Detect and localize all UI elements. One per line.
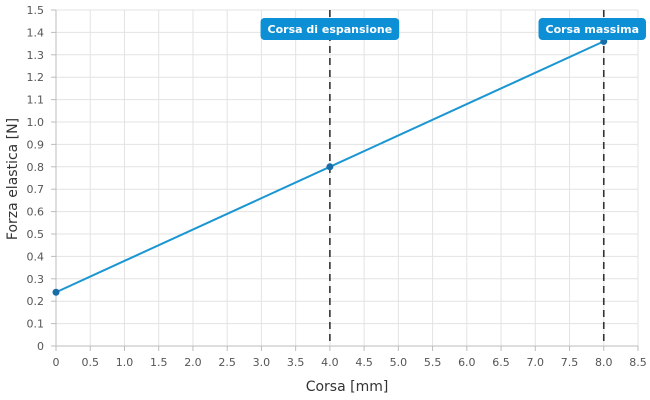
x-tick-label: 4.0 (321, 356, 339, 369)
series (52, 37, 608, 296)
y-tick-label: 0.9 (27, 138, 45, 151)
y-tick-label: 0.2 (27, 295, 45, 308)
x-tick-label: 8.0 (595, 356, 613, 369)
marker-label-text: Corsa massima (546, 23, 640, 36)
y-tick-label: 1.3 (27, 49, 45, 62)
tick-labels: 0 0.5 1.0 1.5 2.0 2.5 3.0 3.5 4.0 4.5 5.0 5.5 6.0 6.5… (27, 4, 647, 369)
x-tick-label: 1.0 (116, 356, 134, 369)
y-tick-label: 0.1 (27, 318, 45, 331)
y-tick-label: 1.2 (27, 71, 45, 84)
x-axis-title: Corsa [mm] (306, 379, 389, 395)
vertical-marker-label: Corsa di espansione (260, 18, 400, 40)
vertical-marker-lines (329, 10, 605, 346)
vertical-marker-labels: Corsa di espansione Corsa massima (260, 18, 646, 40)
y-tick-label: 0.7 (27, 183, 45, 196)
y-tick-label: 0.6 (27, 206, 45, 219)
y-axis-title: Forza elastica [N] (5, 118, 21, 240)
marker-label-text: Corsa di espansione (268, 23, 393, 36)
vertical-marker-label: Corsa massima (538, 18, 646, 40)
y-tick-label: 0.4 (27, 250, 45, 263)
marker-label-box (260, 18, 400, 40)
y-tick-label: 1.5 (27, 4, 45, 17)
x-tick-label: 5.0 (390, 356, 408, 369)
x-tick-label: 6.0 (458, 356, 476, 369)
y-tick-label: 0.3 (27, 273, 45, 286)
x-tick-label: 6.5 (492, 356, 510, 369)
y-tick-label: 1.0 (27, 116, 45, 129)
axes (51, 9, 639, 351)
x-tick-label: 2.5 (218, 356, 236, 369)
data-point (52, 288, 60, 296)
y-tick-label: 0.8 (27, 161, 45, 174)
x-tick-label: 7.0 (527, 356, 545, 369)
x-tick-label: 0.5 (81, 356, 99, 369)
x-tick-label: 3.0 (253, 356, 271, 369)
x-tick-label: 7.5 (561, 356, 579, 369)
x-tick-label: 4.5 (355, 356, 373, 369)
y-tick-label: 1.1 (27, 94, 45, 107)
y-tick-label: 0.5 (27, 228, 45, 241)
x-tick-label: 5.5 (424, 356, 442, 369)
x-tick-label: 2.0 (184, 356, 202, 369)
x-tick-label: 0 (53, 356, 60, 369)
grid (55, 9, 639, 347)
y-tick-label: 1.4 (27, 26, 45, 39)
marker-label-box (538, 18, 646, 40)
x-tick-label: 1.5 (150, 356, 168, 369)
x-tick-label: 3.5 (287, 356, 305, 369)
y-tick-label: 0 (37, 340, 44, 353)
x-tick-label: 8.5 (629, 356, 647, 369)
data-point (326, 163, 334, 171)
